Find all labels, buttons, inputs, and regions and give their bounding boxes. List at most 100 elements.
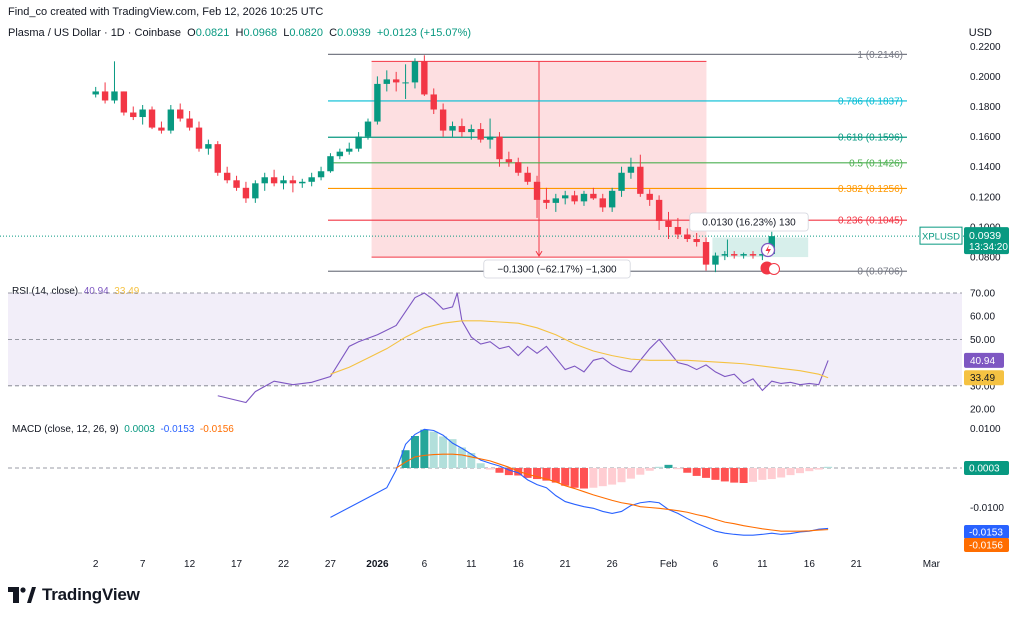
rsi-legend: RSI (14, close) 40.94 33.49: [12, 286, 139, 297]
fib-level-label: 0 (0.0706): [857, 267, 903, 278]
rsi-name[interactable]: RSI (14, close): [12, 286, 79, 297]
candle-body: [430, 94, 437, 110]
currency-label[interactable]: USD: [968, 27, 992, 39]
rsi-value-tag: 33.49: [970, 373, 995, 384]
candle-body: [270, 177, 278, 184]
open-label: O: [187, 27, 196, 39]
symbol-label[interactable]: Plasma / US Dollar · 1D · Coinbase: [8, 27, 182, 39]
time-axis-label: 12: [184, 559, 196, 570]
fib-level-label: 0.382 (0.1256): [838, 184, 903, 195]
macd-axis-label: 0.0100: [970, 424, 1001, 435]
candle-body: [233, 180, 240, 188]
candle-body: [702, 242, 710, 265]
price-axis-label: 0.1800: [970, 102, 1001, 113]
time-axis-label: 22: [278, 559, 290, 570]
candle-body: [261, 177, 268, 184]
measure-up-label-bg: [689, 212, 809, 232]
macd-histogram-bar: [814, 468, 823, 470]
rsi-axis-label: 20.00: [970, 405, 995, 416]
rsi-line: [217, 292, 829, 404]
symbol-tag-text: XPLUSD: [922, 232, 960, 243]
candle-body: [439, 109, 447, 131]
macd-histogram-bar: [664, 464, 673, 468]
last-price-tag-bg: [964, 227, 1009, 255]
candle-body: [627, 166, 635, 173]
close-label: C: [329, 27, 338, 39]
macd-value-tag: 0.0003: [969, 464, 1000, 475]
macd-histogram-bar: [645, 468, 654, 471]
candle-body: [721, 254, 729, 256]
candle-body: [543, 199, 550, 203]
macd-histogram-bar: [410, 436, 419, 468]
time-axis-label: 21: [560, 559, 572, 570]
candle-body: [486, 136, 494, 140]
candle-body: [496, 136, 503, 160]
macd-value-tag-bg: [964, 525, 1009, 539]
candle-body: [280, 180, 287, 184]
time-axis-label: 16: [804, 559, 816, 570]
rsi-ma-value: 33.49: [114, 286, 140, 297]
macd-histogram-bar: [401, 450, 410, 468]
time-axis-label: 17: [231, 559, 243, 570]
price-axis-label: 0.0800: [970, 253, 1001, 264]
rsi-axis-label: 30.00: [970, 381, 995, 392]
macd-histogram-bar: [617, 468, 626, 483]
macd-histogram-bar: [514, 468, 523, 476]
candle-body: [148, 109, 156, 128]
macd-histogram-bar: [429, 431, 438, 468]
macd-histogram-bar: [673, 468, 682, 470]
rsi-ma-line: [330, 320, 829, 379]
candle-body: [158, 127, 165, 131]
candle-body: [515, 162, 522, 173]
candle-body: [684, 234, 691, 240]
candle-body: [449, 126, 456, 131]
candle-body: [759, 254, 766, 256]
measure-up-box: [712, 237, 809, 258]
candle-body: [411, 61, 419, 83]
time-axis-label: 21: [851, 559, 863, 570]
chart-attribution: Find_co created with TradingView.com, Fe…: [8, 6, 324, 18]
macd-histogram-bar: [711, 468, 720, 480]
fib-level-label: 0.618 (0.1596): [838, 133, 903, 144]
tradingview-logo[interactable]: TradingView: [8, 584, 140, 606]
change-value: +0.0123 (+15.07%): [376, 27, 472, 39]
time-axis-label: 6: [713, 559, 719, 570]
candle-body: [580, 193, 588, 202]
macd-histogram-bar: [439, 436, 448, 468]
fib-level-label: 1 (0.2146): [857, 50, 903, 61]
candle-body: [130, 112, 137, 118]
macd-histogram-bar: [758, 468, 767, 480]
macd-axis-label: -0.0100: [970, 503, 1004, 514]
candle-body: [646, 193, 653, 200]
candle-body: [289, 180, 297, 184]
candle-body: [308, 177, 315, 182]
macd-value-tag: -0.0156: [969, 541, 1003, 552]
macd-histogram-bar: [739, 468, 748, 484]
macd-name[interactable]: MACD (close, 12, 26, 9): [12, 424, 119, 435]
candle-body: [111, 91, 118, 101]
macd-histogram-bar: [702, 468, 711, 478]
macd-histogram-bar: [589, 468, 598, 488]
candle-body: [120, 91, 128, 113]
candle-body: [242, 187, 250, 199]
macd-histogram-bar: [486, 468, 495, 470]
macd-histogram-bar: [598, 468, 607, 487]
macd-histogram-bar: [720, 468, 729, 482]
candle-body: [214, 144, 221, 173]
countdown-tag-value: 13:34:20: [969, 242, 1008, 253]
candle-body: [599, 198, 606, 208]
candle-body: [693, 239, 700, 243]
macd-histogram-bar: [692, 468, 701, 476]
tradingview-logo-text: TradingView: [42, 585, 140, 604]
rsi-axis-label: 50.00: [970, 335, 995, 346]
fib-level-label: 0.236 (0.1045): [838, 216, 903, 227]
candle-body: [364, 121, 372, 137]
macd-histogram-bar: [467, 452, 476, 468]
rsi-value: 40.94: [83, 286, 109, 297]
macd-value-tag: -0.0153: [969, 528, 1003, 539]
macd-histogram-bar: [636, 468, 645, 475]
tradingview-logo-icon: [8, 587, 36, 603]
time-axis-label: 16: [513, 559, 525, 570]
candle-body: [167, 109, 175, 131]
